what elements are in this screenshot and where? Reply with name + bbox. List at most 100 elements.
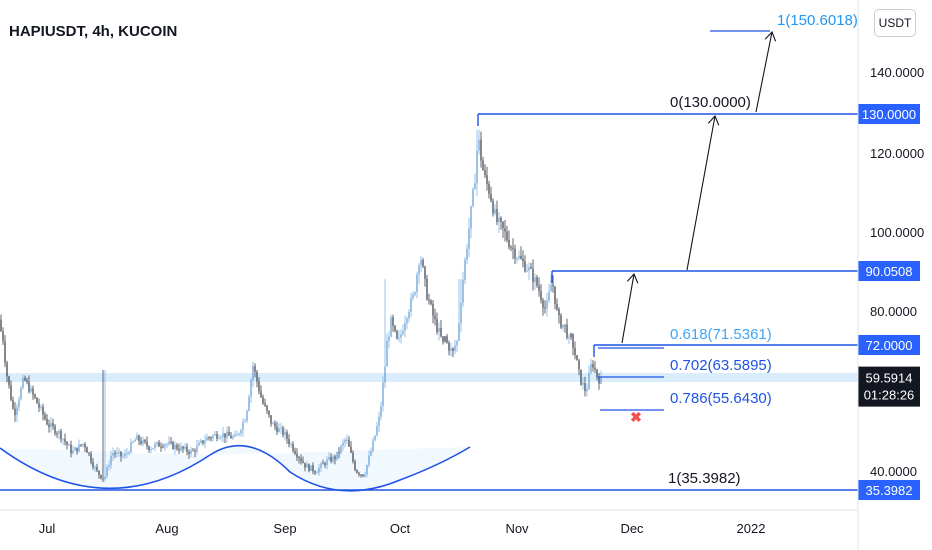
price-level-badge bbox=[858, 480, 920, 500]
candle-body bbox=[256, 371, 258, 382]
candle-body bbox=[518, 255, 520, 259]
candle-body bbox=[322, 463, 324, 465]
candle-body bbox=[110, 455, 112, 466]
projection-arrow bbox=[755, 31, 773, 113]
candle-body bbox=[282, 427, 284, 436]
candle-body bbox=[370, 451, 372, 456]
candle-body bbox=[328, 457, 330, 460]
candle-body bbox=[526, 270, 528, 272]
candle-body bbox=[92, 462, 94, 468]
fib-label: 1(150.6018) bbox=[777, 12, 858, 29]
candle-body bbox=[146, 441, 148, 447]
candle-body bbox=[198, 442, 200, 446]
candle-body bbox=[524, 261, 526, 272]
candle-body bbox=[84, 443, 86, 448]
candle-body bbox=[440, 327, 442, 337]
candle-body bbox=[22, 377, 24, 388]
candle-body bbox=[504, 228, 506, 232]
candle-body bbox=[218, 437, 220, 439]
candle-body bbox=[108, 465, 110, 468]
candle-body bbox=[406, 318, 408, 324]
candle-body bbox=[176, 445, 178, 449]
candle-body bbox=[130, 442, 132, 453]
candle-body bbox=[254, 365, 256, 372]
candle-body bbox=[288, 438, 290, 444]
candle-body bbox=[238, 433, 240, 435]
candle-body bbox=[228, 431, 230, 436]
candle-body bbox=[162, 446, 164, 448]
candle-body bbox=[70, 444, 72, 454]
candle-body bbox=[400, 334, 402, 338]
candle-body bbox=[298, 457, 300, 459]
y-tick-label: 40.0000 bbox=[870, 464, 917, 479]
candle-body bbox=[210, 437, 212, 439]
candle-body bbox=[74, 447, 76, 451]
fib-label: 1(35.3982) bbox=[668, 470, 741, 487]
candle-body bbox=[364, 474, 366, 477]
candle-body bbox=[454, 345, 456, 351]
candle-body bbox=[56, 433, 58, 435]
candle-body bbox=[538, 285, 540, 291]
candle-body bbox=[150, 449, 152, 451]
candle-body bbox=[572, 333, 574, 349]
candle-body bbox=[368, 455, 370, 466]
last-price-badge bbox=[858, 366, 920, 407]
projection-arrow bbox=[686, 115, 716, 271]
candle-body bbox=[78, 444, 80, 452]
cup-arc-right bbox=[209, 444, 471, 492]
candle-body bbox=[232, 436, 234, 439]
fib-label: 0.702(63.5895) bbox=[670, 357, 772, 374]
candle-body bbox=[290, 443, 292, 445]
candle-body bbox=[54, 426, 56, 434]
candle-body bbox=[450, 348, 452, 351]
candle-body bbox=[26, 380, 28, 382]
candle-body bbox=[422, 259, 424, 267]
candle-body bbox=[36, 397, 38, 404]
candle-body bbox=[324, 463, 326, 466]
candle-body bbox=[148, 446, 150, 451]
candle-body bbox=[2, 330, 4, 342]
candle-body bbox=[344, 439, 346, 443]
candle-body bbox=[246, 410, 248, 421]
candle-body bbox=[600, 376, 602, 384]
candle-body bbox=[94, 467, 96, 469]
candle-body bbox=[244, 420, 246, 422]
candle-body bbox=[184, 446, 186, 449]
candle-body bbox=[480, 139, 482, 161]
candle-body bbox=[506, 231, 508, 240]
currency-button[interactable]: USDT bbox=[874, 9, 916, 37]
candle-body bbox=[520, 255, 522, 259]
candle-body bbox=[596, 369, 598, 378]
candle-body bbox=[120, 451, 122, 457]
candle-body bbox=[188, 451, 190, 455]
candle-body bbox=[168, 441, 170, 445]
candle-body bbox=[488, 183, 490, 194]
candle-body bbox=[294, 450, 296, 454]
candle-body bbox=[358, 472, 360, 475]
candle-body bbox=[292, 443, 294, 451]
candle-body bbox=[528, 267, 530, 271]
projection-arrow-head bbox=[764, 30, 777, 42]
candle-body bbox=[384, 366, 386, 383]
candle-body bbox=[372, 440, 374, 452]
candle-body bbox=[158, 442, 160, 447]
candle-body bbox=[424, 266, 426, 279]
candle-body bbox=[548, 291, 550, 301]
candle-body bbox=[248, 396, 250, 411]
candle-body bbox=[172, 442, 174, 450]
candle-body bbox=[356, 470, 358, 473]
candle-body bbox=[46, 418, 48, 425]
candle-body bbox=[106, 467, 108, 477]
candle-body bbox=[340, 445, 342, 453]
countdown: 01:28:26 bbox=[864, 388, 915, 403]
candle-body bbox=[42, 406, 44, 415]
candle-body bbox=[34, 394, 36, 398]
candle-body bbox=[96, 467, 98, 471]
candle-body bbox=[398, 337, 400, 339]
candle-body bbox=[360, 474, 362, 476]
candle-body bbox=[196, 445, 198, 452]
candle-body bbox=[116, 452, 118, 455]
candle-body bbox=[376, 426, 378, 436]
